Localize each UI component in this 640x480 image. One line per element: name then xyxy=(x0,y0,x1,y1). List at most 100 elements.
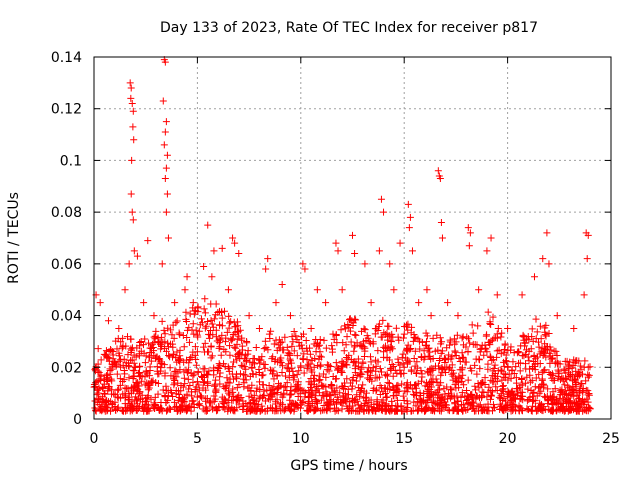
data-point xyxy=(323,407,331,415)
data-point xyxy=(577,380,585,388)
data-point xyxy=(535,343,543,351)
data-point xyxy=(528,376,536,384)
data-point xyxy=(389,384,397,392)
data-point xyxy=(394,381,402,389)
data-point xyxy=(104,398,112,406)
data-point xyxy=(570,356,578,364)
y-tick-label: 0.14 xyxy=(51,50,82,66)
data-point xyxy=(420,397,428,405)
data-point xyxy=(426,380,434,388)
data-point xyxy=(354,401,362,409)
data-point xyxy=(488,356,496,364)
data-point xyxy=(344,391,352,399)
data-point xyxy=(543,346,551,354)
data-point xyxy=(497,390,505,398)
data-point xyxy=(424,352,432,360)
data-point xyxy=(152,379,160,387)
data-point xyxy=(583,255,591,263)
data-point xyxy=(210,382,218,390)
data-point xyxy=(351,341,359,349)
data-point xyxy=(540,367,548,375)
data-point xyxy=(489,313,497,321)
data-point xyxy=(332,239,340,247)
data-point xyxy=(450,335,458,343)
data-point xyxy=(272,336,280,344)
data-point xyxy=(413,364,421,372)
data-point xyxy=(274,380,282,388)
data-point xyxy=(94,389,102,397)
data-point xyxy=(427,371,435,379)
data-point xyxy=(556,391,564,399)
data-point xyxy=(215,344,223,352)
data-point xyxy=(114,393,122,401)
data-point xyxy=(237,361,245,369)
data-point xyxy=(286,350,294,358)
data-point xyxy=(421,353,429,361)
data-point xyxy=(579,370,587,378)
data-point xyxy=(283,343,291,351)
data-point xyxy=(226,342,234,350)
data-point xyxy=(240,402,248,410)
data-point xyxy=(273,405,281,413)
data-point xyxy=(246,407,254,415)
data-point xyxy=(486,352,494,360)
data-point xyxy=(437,218,445,226)
y-tick-label: 0.06 xyxy=(51,257,82,273)
data-point xyxy=(510,394,518,402)
data-point xyxy=(147,395,155,403)
data-point xyxy=(164,234,172,242)
data-point xyxy=(212,326,220,334)
data-point xyxy=(299,398,307,406)
data-point xyxy=(573,391,581,399)
data-point xyxy=(105,383,113,391)
data-point xyxy=(125,260,133,268)
data-point xyxy=(230,358,238,366)
data-point xyxy=(224,407,232,415)
data-point xyxy=(360,325,368,333)
data-point xyxy=(360,387,368,395)
data-point xyxy=(266,366,274,374)
data-point xyxy=(307,389,315,397)
data-point xyxy=(421,407,429,415)
data-point xyxy=(140,407,148,415)
data-point xyxy=(340,347,348,355)
data-point xyxy=(499,382,507,390)
data-point xyxy=(312,348,320,356)
data-point xyxy=(475,286,483,294)
data-point xyxy=(212,333,220,341)
data-point xyxy=(529,364,537,372)
data-point xyxy=(244,347,252,355)
data-point xyxy=(528,406,536,414)
data-point xyxy=(536,359,544,367)
data-point xyxy=(457,393,465,401)
data-point xyxy=(277,407,285,415)
data-point xyxy=(527,345,535,353)
data-point xyxy=(438,338,446,346)
data-point xyxy=(205,399,213,407)
data-point xyxy=(181,286,189,294)
data-point xyxy=(249,359,257,367)
data-point xyxy=(390,286,398,294)
data-point xyxy=(411,347,419,355)
data-point xyxy=(229,234,237,242)
data-point xyxy=(476,365,484,373)
data-point xyxy=(516,367,524,375)
data-point xyxy=(524,333,532,341)
data-point xyxy=(545,260,553,268)
data-point xyxy=(170,398,178,406)
data-point xyxy=(159,386,167,394)
data-point xyxy=(129,107,137,115)
data-point xyxy=(285,374,293,382)
data-point xyxy=(224,378,232,386)
data-point xyxy=(345,324,353,332)
data-point xyxy=(125,399,133,407)
data-point xyxy=(569,385,577,393)
data-point xyxy=(121,286,129,294)
data-point xyxy=(215,403,223,411)
data-point xyxy=(551,385,559,393)
data-point xyxy=(527,386,535,394)
data-point xyxy=(386,332,394,340)
data-point xyxy=(236,349,244,357)
data-point xyxy=(391,366,399,374)
